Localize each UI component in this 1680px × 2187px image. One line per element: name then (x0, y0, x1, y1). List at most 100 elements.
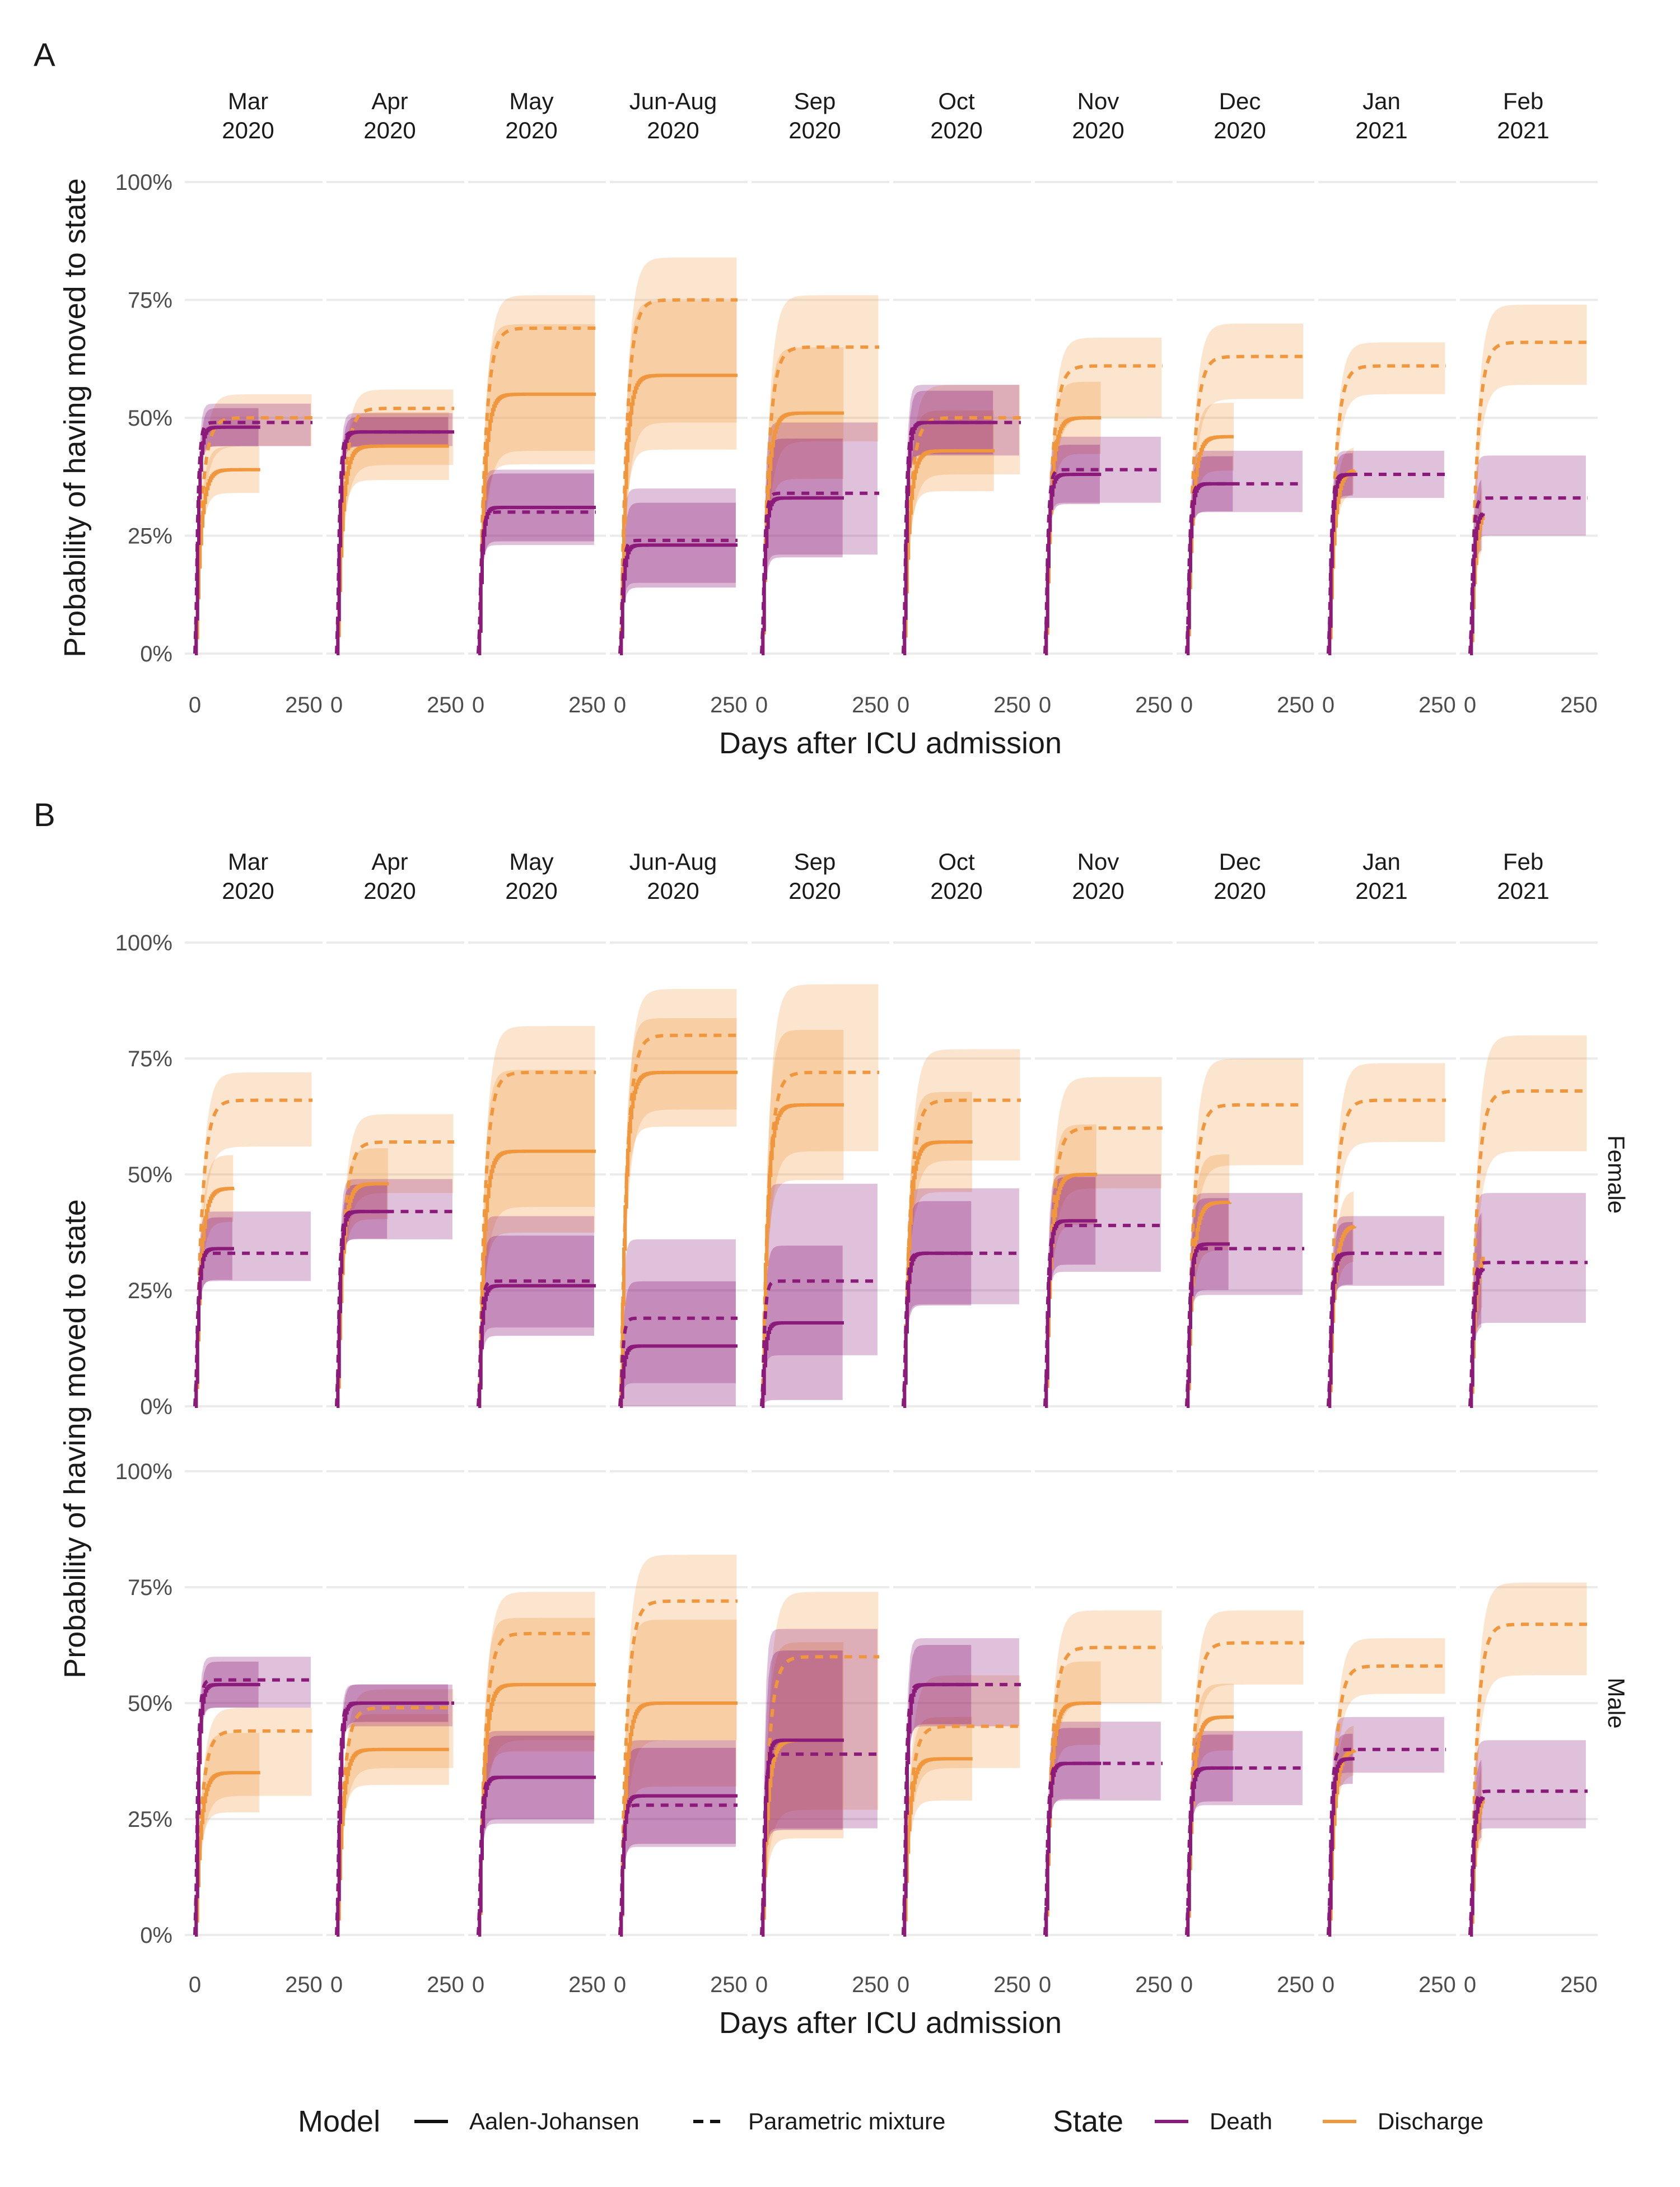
facet-junaug-2020 (618, 1555, 738, 1937)
death-aalen-johansen-line (194, 425, 260, 655)
legend-state-title: State (1053, 2105, 1123, 2138)
death-pm-ci-band (1328, 1216, 1444, 1406)
discharge-aalen-johansen-line (619, 374, 738, 655)
facet-strip-month: Jun-Aug (629, 88, 717, 114)
discharge-parametric-mixture-line (193, 1098, 312, 1407)
death-aj-ci-band (478, 1235, 594, 1406)
facet-strip-month: Sep (794, 88, 836, 114)
discharge-aj-ci-band (338, 412, 449, 639)
discharge-parametric-mixture-line (1043, 1126, 1163, 1407)
discharge-aj-ci-band (763, 1029, 844, 1387)
discharge-aj-ci-band (196, 1733, 260, 1924)
y-tick-label: 75% (128, 288, 172, 313)
death-pm-ci-band (1187, 1193, 1303, 1406)
discharge-pm-ci-band (1046, 1077, 1162, 1392)
facet-strip-month: Jun-Aug (629, 848, 717, 875)
y-tick-label: 25% (128, 1279, 172, 1303)
x-tick-label: 250 (1560, 1973, 1598, 1997)
death-pm-ci-band (1470, 1193, 1586, 1406)
death-parametric-mixture-line (618, 1803, 738, 1936)
discharge-parametric-mixture-line (477, 1070, 596, 1407)
discharge-aalen-johansen-line (903, 1757, 973, 1937)
death-parametric-mixture-line (902, 1682, 1021, 1936)
facet-sep-2020 (760, 1592, 879, 1937)
x-tick-label: 0 (755, 693, 768, 717)
x-tick-label: 250 (427, 1973, 464, 1997)
death-pm-ci-band (762, 1629, 878, 1935)
facet-dec-2020 (1185, 1610, 1304, 1937)
death-pm-ci-band (1470, 455, 1586, 654)
x-tick-label: 250 (427, 693, 464, 717)
facet-strip-month: Apr (371, 88, 408, 114)
discharge-aj-ci-band (621, 301, 737, 636)
discharge-aj-ci-band (338, 1714, 449, 1922)
death-parametric-mixture-line (760, 1752, 879, 1936)
x-axis-title: Days after ICU admission (719, 726, 1062, 760)
x-tick-label: 0 (472, 693, 484, 717)
facet-nov-2020 (1043, 1610, 1163, 1937)
facet-dec-2020 (1185, 1058, 1304, 1408)
death-aalen-johansen-line (619, 1344, 738, 1408)
discharge-pm-ci-band (1188, 1058, 1304, 1391)
discharge-pm-ci-band (1329, 342, 1445, 637)
death-parametric-mixture-line (1043, 1761, 1163, 1936)
x-tick-label: 250 (993, 693, 1031, 717)
discharge-parametric-mixture-line (618, 1033, 738, 1407)
facet-strip-year: 2020 (930, 878, 982, 904)
death-aj-ci-band (620, 1281, 736, 1406)
discharge-pm-ci-band (763, 295, 879, 640)
y-tick-label: 0% (140, 1923, 172, 1948)
discharge-pm-ci-band (1188, 323, 1304, 637)
x-tick-label: 0 (1322, 1973, 1334, 1997)
facet-jan-2021 (1327, 1063, 1446, 1408)
row-strip-male: Male (1603, 1677, 1630, 1728)
x-tick-label: 0 (614, 693, 626, 717)
row-strip-female: Female (1603, 1135, 1630, 1214)
y-axis-title: Probability of having moved to state (58, 178, 92, 657)
death-pm-ci-band (1328, 450, 1444, 654)
discharge-parametric-mixture-line (902, 1098, 1021, 1407)
death-parametric-mixture-line (193, 1678, 312, 1936)
facet-strip-month: Mar (228, 88, 268, 114)
discharge-pm-ci-band (621, 1555, 737, 1923)
facet-may-2020 (477, 1026, 596, 1408)
death-pm-ci-band (478, 1731, 594, 1935)
discharge-aj-ci-band (763, 347, 844, 638)
facet-may-2020 (477, 295, 596, 655)
y-tick-label: 0% (140, 1395, 172, 1419)
discharge-parametric-mixture-line (335, 1140, 454, 1407)
discharge-pm-ci-band (479, 1592, 595, 1923)
x-tick-label: 0 (755, 1973, 768, 1997)
death-aj-ci-band (620, 502, 736, 654)
discharge-pm-ci-band (621, 988, 737, 1387)
x-tick-label: 250 (710, 693, 748, 717)
facet-oct-2020 (902, 1638, 1021, 1937)
death-aj-ci-band (762, 1650, 843, 1935)
facet-strip-year: 2020 (222, 117, 274, 143)
death-pm-ci-band (903, 1638, 1019, 1935)
discharge-pm-ci-band (763, 1592, 879, 1927)
discharge-aj-ci-band (621, 1620, 737, 1922)
death-aj-ci-band (762, 1246, 843, 1406)
discharge-aj-ci-band (621, 1018, 737, 1382)
y-tick-label: 100% (115, 1459, 172, 1484)
discharge-parametric-mixture-line (618, 298, 738, 654)
death-aj-ci-band (1187, 456, 1233, 654)
death-pm-ci-band (1187, 450, 1303, 654)
discharge-aj-ci-band (479, 324, 595, 637)
death-aalen-johansen-line (761, 1738, 844, 1937)
x-tick-label: 250 (1418, 693, 1456, 717)
facet-strip-year: 2020 (788, 117, 841, 143)
death-parametric-mixture-line (1185, 1247, 1304, 1407)
y-tick-label: 50% (128, 406, 172, 431)
facet-strip-month: Feb (1503, 848, 1543, 875)
discharge-parametric-mixture-line (760, 1070, 879, 1407)
death-aj-ci-band (195, 1217, 232, 1406)
death-parametric-mixture-line (902, 421, 1021, 654)
facet-strip-year: 2020 (1072, 117, 1124, 143)
discharge-pm-ci-band (1046, 1610, 1162, 1920)
x-tick-label: 250 (1277, 693, 1314, 717)
death-aj-ci-band (1045, 1177, 1096, 1406)
x-tick-label: 250 (993, 1973, 1031, 1997)
